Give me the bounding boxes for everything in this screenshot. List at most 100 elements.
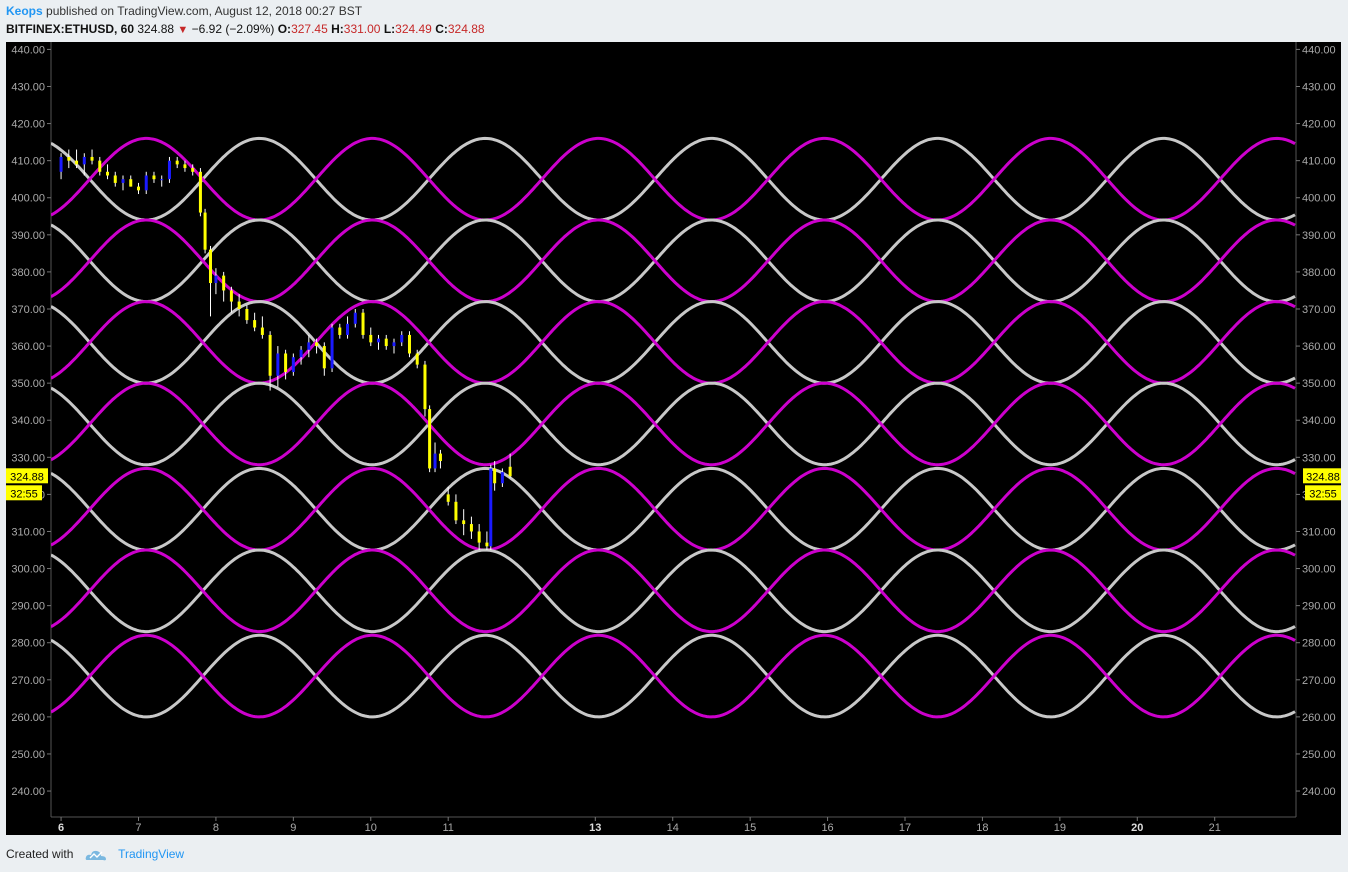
high-label: H: [331,22,344,36]
y-tick-label-left: 360.00 [11,341,45,353]
x-tick-label: 19 [1054,822,1066,834]
author-link[interactable]: Keops [6,4,43,18]
y-tick-label-left: 290.00 [11,601,45,613]
candle-body [198,171,202,213]
x-tick-label: 18 [976,822,988,834]
candle-body [253,320,257,328]
x-tick-label: 8 [213,822,219,834]
candle-body [477,531,481,543]
y-tick-label-right: 250.00 [1302,749,1336,761]
x-tick-label: 16 [821,822,833,834]
magenta-wave-3 [51,381,1296,467]
candle-body [175,160,179,165]
y-tick-label-right: 410.00 [1302,156,1336,168]
y-tick-label-right: 380.00 [1302,267,1336,279]
x-tick-label: 10 [365,822,377,834]
candle-body [369,334,373,343]
y-tick-label-right: 350.00 [1302,378,1336,390]
grey-wave-6 [51,633,1296,719]
y-tick-label-left: 380.00 [11,267,45,279]
candle-body [98,160,102,172]
candle-body [322,346,326,369]
candle-body [90,156,94,161]
y-tick-label-right: 270.00 [1302,675,1336,687]
candle-body [428,409,432,469]
candle-body [203,212,207,250]
grey-wave-1 [51,218,1296,304]
left-price-badge-bg [6,468,48,484]
high-value: 331.00 [343,22,381,36]
y-tick-label-right: 330.00 [1302,452,1336,464]
y-tick-label-left: 430.00 [11,81,45,93]
candle-body [485,542,489,547]
right-price-badge: 324.88 [1306,471,1340,483]
candle-body [291,357,295,373]
y-tick-label-left: 300.00 [11,564,45,576]
chart-frame[interactable]: 440.00 440.00 430.00 430.00 420.00 420.00 410.… [6,42,1341,835]
y-tick-label-left: 240.00 [11,786,45,798]
right-countdown-badge: 32:55 [1309,488,1337,500]
y-tick-label-left: 260.00 [11,712,45,724]
created-with-text: Created with [6,847,74,861]
candle-body [489,468,493,547]
price-chart[interactable]: 440.00 440.00 430.00 430.00 420.00 420.00 410.… [6,42,1341,835]
y-tick-label-right: 340.00 [1302,415,1336,427]
candle-body [400,334,404,343]
y-tick-label-left: 310.00 [11,526,45,538]
y-tick-label-right: 440.00 [1302,44,1336,56]
y-tick-label-right: 420.00 [1302,119,1336,131]
y-tick-label-right: 260.00 [1302,712,1336,724]
candle-body [438,453,442,462]
candle-body [160,179,164,181]
y-tick-label-right: 290.00 [1302,601,1336,613]
x-tick-label: 15 [744,822,756,834]
candle-body [229,290,233,302]
candle-body [183,164,187,169]
x-tick-label: 7 [135,822,141,834]
open-label: O: [277,22,292,36]
candle-body [392,342,396,347]
candle-body [260,327,264,335]
low-label: L: [383,22,396,36]
candle-body [469,524,473,532]
y-tick-label-right: 390.00 [1302,230,1336,242]
candle-body [433,453,437,469]
y-tick-label-right: 300.00 [1302,564,1336,576]
candle-body [500,472,504,484]
candle-body [407,334,411,354]
open-value: 327.45 [291,22,328,36]
grey-wave-2 [51,300,1296,385]
y-tick-label-left: 400.00 [11,193,45,205]
y-tick-label-left: 250.00 [11,749,45,761]
grey-wave-5 [51,548,1296,634]
candle-body [423,364,427,410]
candle-body [384,338,388,347]
candle-body [454,501,458,521]
y-tick-label-left: 440.00 [11,44,45,56]
low-value: 324.49 [395,22,432,36]
y-tick-label-left: 370.00 [11,304,45,316]
y-tick-label-left: 420.00 [11,119,45,131]
candle-body [268,334,272,376]
y-tick-label-left: 270.00 [11,675,45,687]
candle-body [338,327,342,335]
left-countdown-badge: 32:55 [10,488,38,500]
candle-body [330,327,334,369]
tradingview-cloud-icon [85,850,106,861]
left-price-badge: 324.88 [10,471,44,483]
price-change: −6.92 (−2.09%) [191,22,275,36]
magenta-wave-4 [51,466,1296,552]
candle-body [152,175,156,180]
candle-body [462,520,466,525]
x-tick-label: 6 [58,822,64,834]
candle-body [415,353,419,365]
candle-body [245,308,249,321]
candle-body [67,156,71,161]
grey-wave-3 [51,381,1296,467]
candle-body [346,323,350,335]
candle-body [361,312,365,335]
down-arrow-icon: ▼ [177,24,189,36]
y-tick-label-right: 310.00 [1302,526,1336,538]
tradingview-link[interactable]: TradingView [118,847,185,861]
right-price-badge-bg [1303,468,1341,484]
